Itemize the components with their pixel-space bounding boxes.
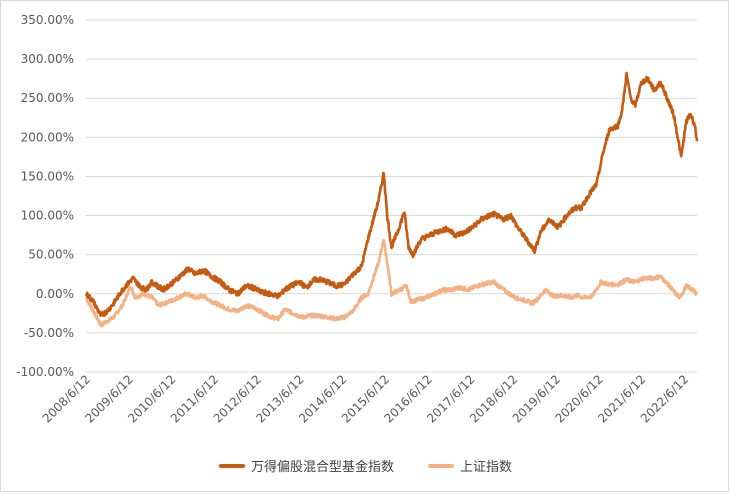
y-tick-label: 250.00% [21, 91, 74, 105]
legend-label-shanghai-index: 上证指数 [460, 460, 513, 475]
legend-swatch-shanghai-index [428, 463, 454, 468]
y-tick-label: 200.00% [21, 130, 74, 144]
legend-item-shanghai-index: 上证指数 [428, 456, 512, 475]
y-tick-label: 150.00% [21, 169, 74, 183]
x-axis-ticks: 2008/6/122009/6/122010/6/122011/6/122012… [40, 372, 692, 425]
y-tick-label: 350.00% [21, 13, 74, 27]
y-axis-ticks: -100.00% -50.00% 0.00% 50.00% 100.00% 150.00%… [16, 13, 74, 379]
legend-label-fund-index: 万得偏股混合型基金指数 [250, 460, 394, 475]
y-tick-label: -100.00% [16, 365, 74, 379]
y-tick-label: 100.00% [21, 209, 74, 223]
series-line-fund-index [84, 71, 699, 318]
legend-swatch-fund-index [218, 463, 245, 468]
series-lines [84, 71, 699, 328]
series-line-shanghai-index [84, 238, 699, 328]
y-tick-label: -50.00% [24, 326, 74, 340]
legend: 万得偏股混合型基金指数 上证指数 [0, 456, 731, 475]
y-tick-label: 50.00% [28, 248, 74, 262]
y-tick-label: 0.00% [36, 287, 74, 301]
gridlines [86, 19, 697, 373]
legend-item-fund-index: 万得偏股混合型基金指数 [218, 456, 394, 475]
y-tick-label: 300.00% [21, 52, 74, 66]
